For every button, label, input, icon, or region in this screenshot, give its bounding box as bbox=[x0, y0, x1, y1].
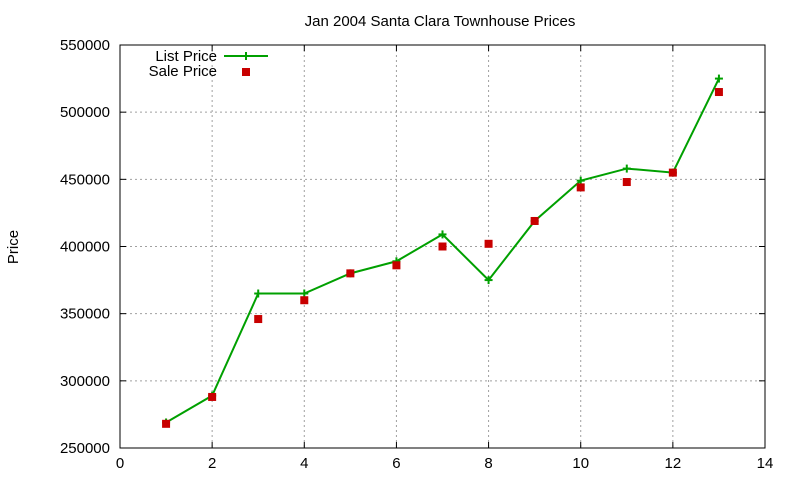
sale-price-point bbox=[530, 216, 539, 225]
y-tick-label: 550000 bbox=[60, 37, 110, 54]
series bbox=[162, 74, 723, 428]
list-price-point bbox=[576, 176, 585, 185]
x-tick-label: 10 bbox=[572, 455, 589, 472]
legend-label-sale-price: Sale Price bbox=[149, 63, 217, 80]
sale-price-point bbox=[576, 183, 585, 192]
sale-price-point bbox=[484, 239, 493, 248]
sale-price-point bbox=[622, 178, 631, 187]
sale-price-point bbox=[254, 315, 263, 324]
x-tick-label: 14 bbox=[757, 455, 774, 472]
x-tick-label: 4 bbox=[300, 455, 308, 472]
x-tick-label: 2 bbox=[208, 455, 216, 472]
list-price-point bbox=[714, 74, 723, 83]
y-tick-label: 250000 bbox=[60, 440, 110, 457]
sale-price-point bbox=[668, 168, 677, 177]
legend-plus-glyph bbox=[242, 52, 250, 60]
list-price-point bbox=[484, 276, 493, 285]
y-axis-label: Price bbox=[5, 230, 22, 264]
sale-price-point bbox=[208, 392, 217, 401]
sale-price-point bbox=[438, 242, 447, 251]
y-tick-label: 300000 bbox=[60, 373, 110, 390]
sale-price-point bbox=[714, 88, 723, 97]
sale-price-point bbox=[346, 269, 355, 278]
legend: List Price Sale Price bbox=[149, 48, 268, 80]
list-price-point bbox=[622, 164, 631, 173]
axis-ticks: 0 2 4 6 8 10 12 14 250000 300000 350000 400000 45000… bbox=[60, 37, 773, 472]
list-price-point bbox=[300, 289, 309, 298]
list-price-point bbox=[438, 230, 447, 239]
x-tick-label: 8 bbox=[484, 455, 492, 472]
sale-price-point bbox=[300, 296, 309, 305]
legend-marker-list-price bbox=[242, 52, 250, 60]
sale-price-point bbox=[392, 261, 401, 270]
y-tick-label: 400000 bbox=[60, 239, 110, 256]
x-tick-label: 6 bbox=[392, 455, 400, 472]
list-price-point bbox=[254, 289, 263, 298]
x-tick-label: 0 bbox=[116, 455, 124, 472]
x-tick-label: 12 bbox=[665, 455, 682, 472]
y-tick-label: 350000 bbox=[60, 306, 110, 323]
legend-marker-sale-price bbox=[242, 68, 250, 76]
chart-title: Jan 2004 Santa Clara Townhouse Prices bbox=[305, 13, 576, 30]
y-tick-label: 500000 bbox=[60, 104, 110, 121]
legend-label-list-price: List Price bbox=[155, 48, 217, 65]
y-tick-label: 450000 bbox=[60, 171, 110, 188]
list-price-line bbox=[165, 78, 720, 424]
sale-price-point bbox=[162, 419, 171, 428]
